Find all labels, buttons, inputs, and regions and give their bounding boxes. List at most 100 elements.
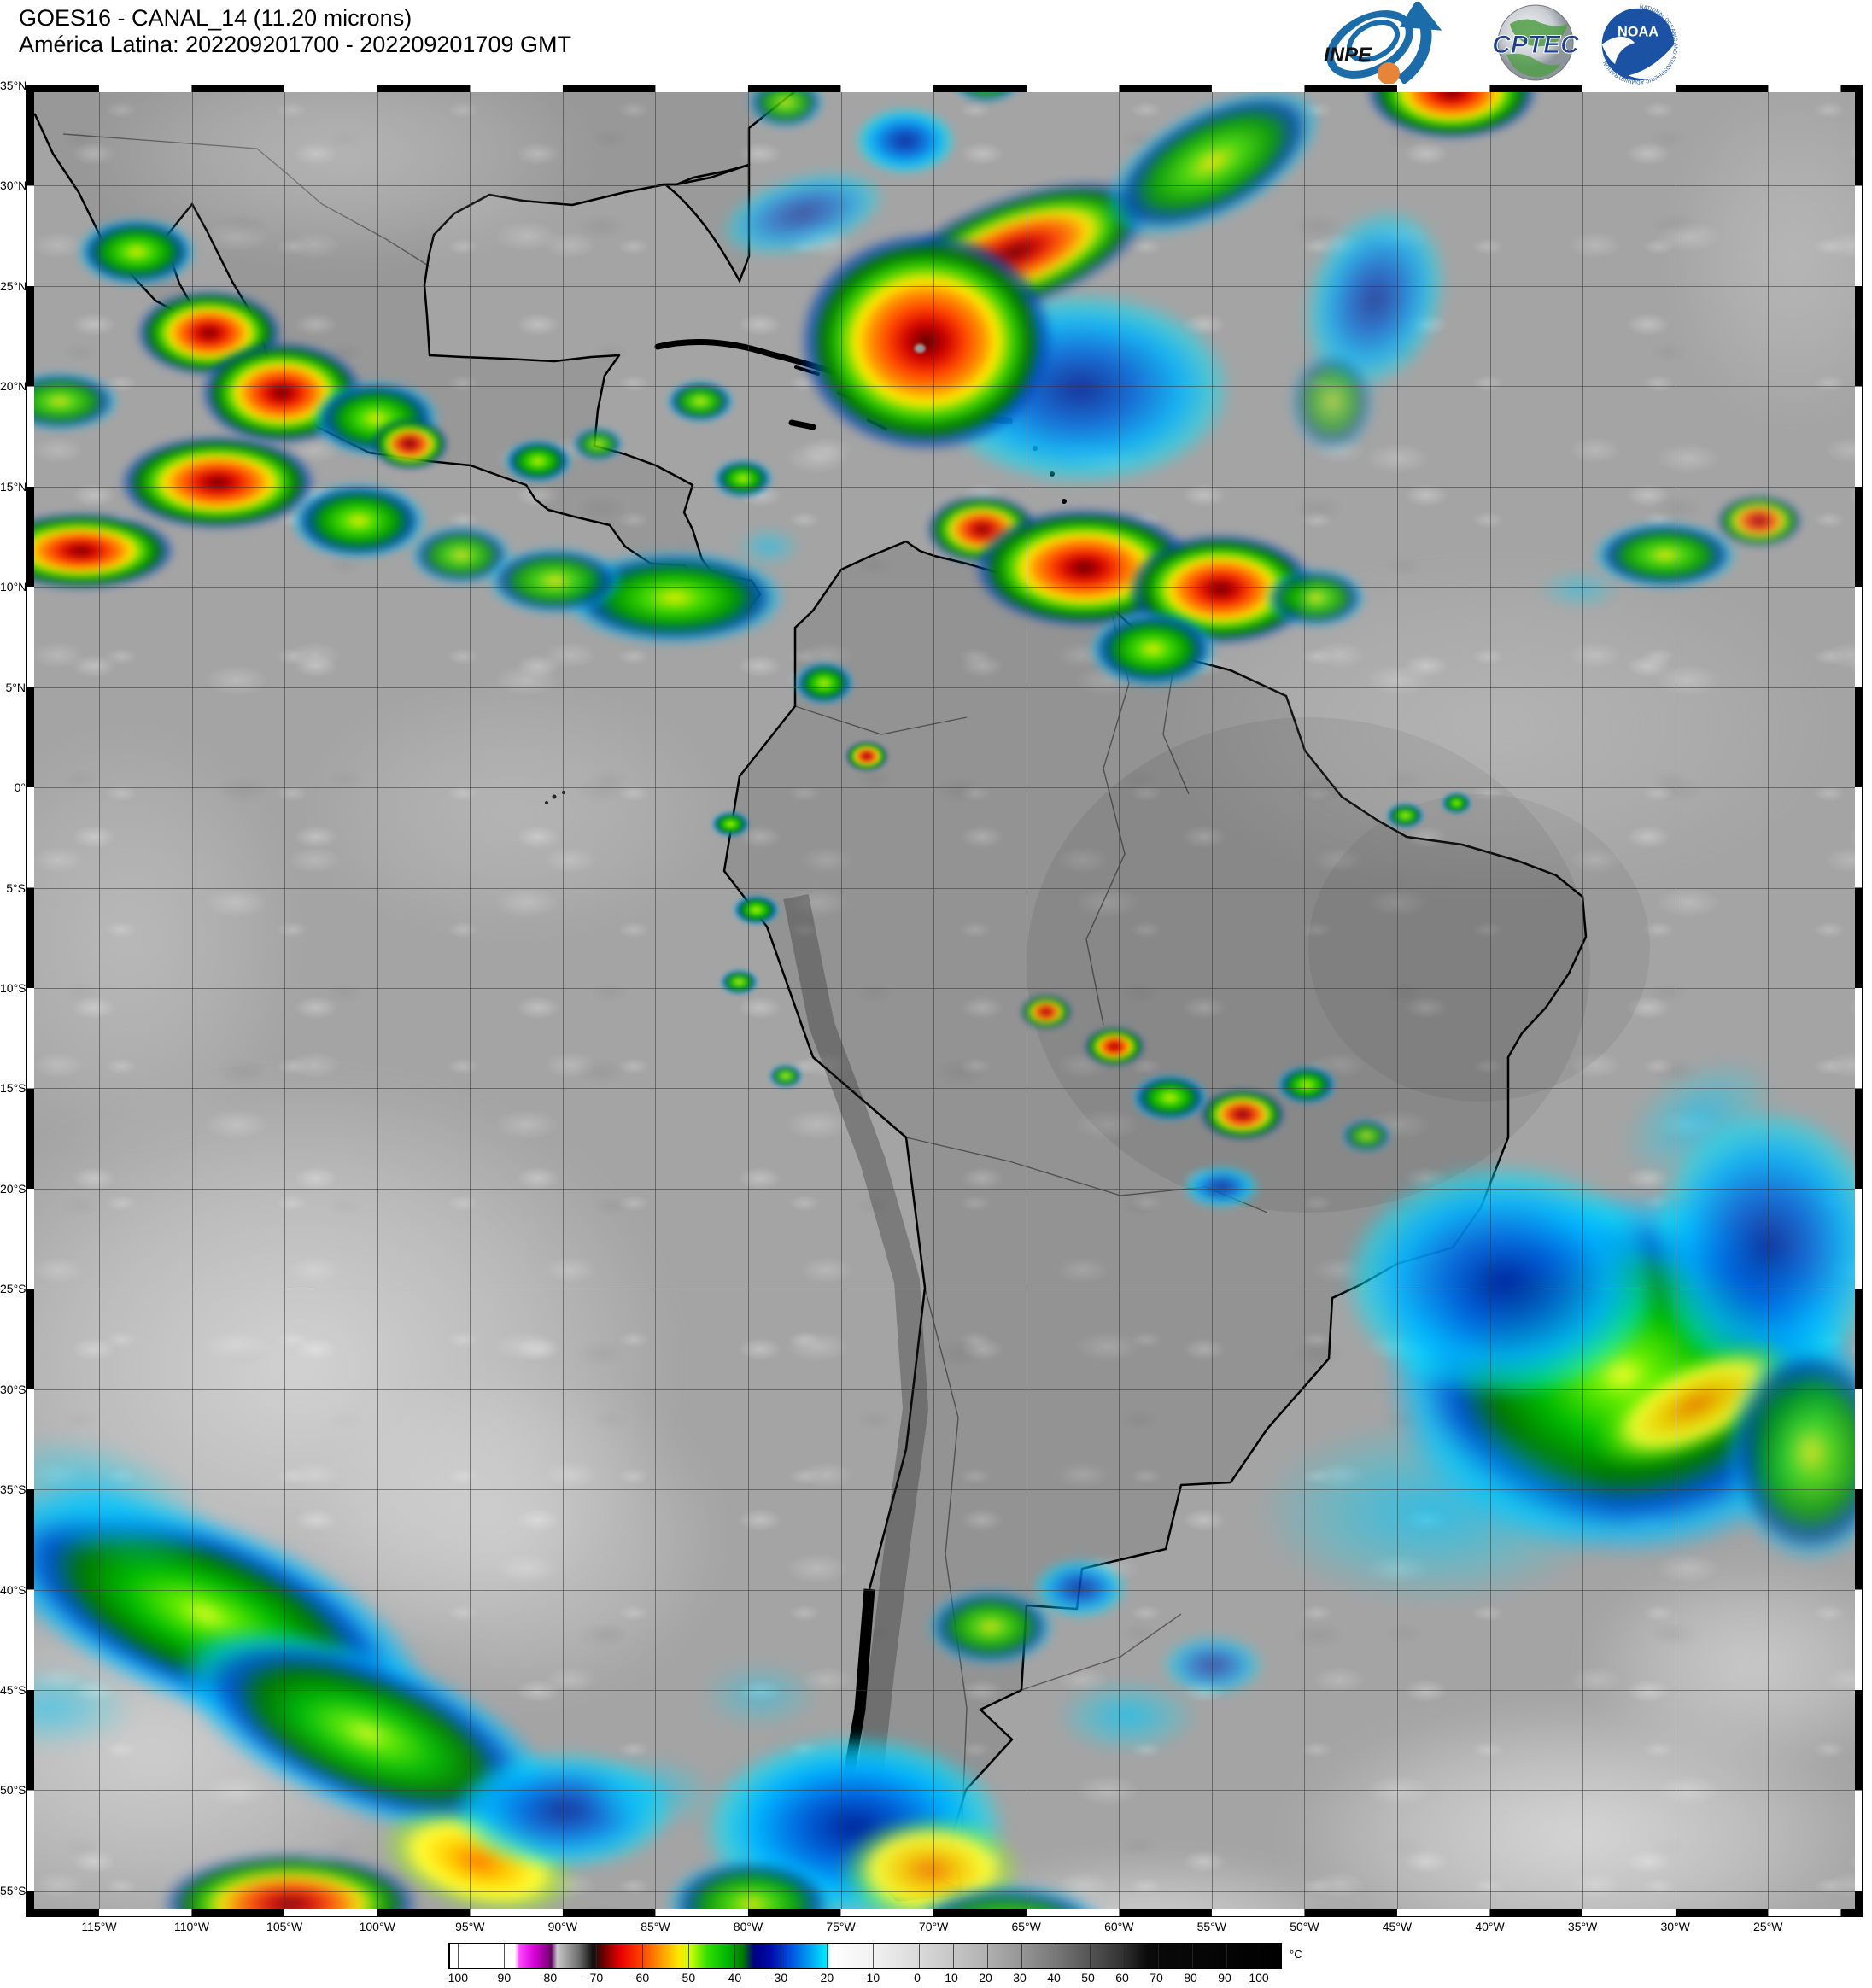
colorbar-tick-label: -20 [816,1971,834,1985]
lon-label: 105°W [266,1920,303,1933]
inpe-text: INPE [1324,44,1372,67]
lon-label: 30°W [1660,1920,1690,1933]
colorbar-tick [1124,1944,1125,1968]
cloud-blob-conv [1200,1089,1285,1140]
colorbar-tick [1021,1944,1022,1968]
graticule-meridian [377,85,378,1916]
graticule-meridian [191,85,193,1916]
lat-label: 40°S [0,1582,26,1597]
colorbar-tick-label: 60 [1115,1971,1129,1985]
graticule-meridian [99,85,100,1916]
cloud-blob-cold [1161,1635,1264,1695]
colorbar-tick [873,1944,874,1968]
cloud-blob-cold [1033,1558,1127,1618]
cloud-blob-white [299,683,726,939]
satellite-map [26,85,1863,1917]
colorbar-tick-label: -90 [493,1971,512,1985]
lat-label: 10°N [0,580,27,594]
cloud-blob-eye [910,341,929,356]
map-frame-top [27,85,1862,92]
colorbar-tick [642,1944,643,1968]
lon-label: 45°W [1382,1920,1413,1933]
graticule-meridian [470,85,471,1916]
cloud-blob-cyan [700,1661,820,1729]
lon-label: 55°W [1196,1920,1227,1933]
lon-label: 95°W [455,1920,485,1933]
lon-label: 60°W [1104,1920,1134,1933]
colorbar-tick [953,1944,954,1968]
colorbar-tick-label: 50 [1081,1971,1095,1985]
cloud-blob-white [1580,1558,1862,1772]
cloud-blob-green [572,427,623,461]
graticule-parallel [27,1489,1862,1491]
cloud-blob-cyan [581,1755,717,1832]
graticule-meridian [562,85,564,1916]
colorbar-gradient [450,1944,1280,1968]
cloud-blob-cold [1341,1161,1665,1400]
colorbar-tick-label: -100 [443,1971,469,1985]
colorbar-tick-label: -60 [631,1971,650,1985]
cloud-blob-green [1341,1119,1392,1153]
cloud-blob-white [1281,1699,1862,1916]
colorbar-tick-label: 90 [1218,1971,1231,1985]
graticule-parallel [27,887,1862,889]
graticule-parallel [27,987,1862,989]
cptec-text: CPTEC [1492,31,1580,59]
lat-label: 25°N [0,278,27,293]
cptec-logo: CPTEC [1492,4,1581,81]
cloud-blob-green [1089,611,1217,687]
cloud-blob-conv [371,418,448,470]
lon-label: 80°W [733,1920,763,1933]
graticule-parallel [27,486,1862,488]
cloud-blob-green [927,1588,1055,1665]
title-line1: GOES16 - CANAL_14 (11.20 microns) [19,5,412,31]
lon-label: 50°W [1290,1920,1319,1933]
lat-label: 35°N [0,79,27,92]
cloud-blob-green [1290,350,1375,453]
cloud-blob-cyan [1537,568,1623,611]
cloud-blob-conv [845,740,888,771]
graticule-parallel [27,787,1862,789]
colorbar-tick-label: 40 [1047,1971,1061,1985]
colorbar-tick-label: -50 [677,1971,696,1985]
ne-brazil-shade [1308,794,1650,1102]
colorbar-tick-label: 10 [945,1971,958,1985]
colorbar-tick-label: -70 [585,1971,604,1985]
colorbar-tick [596,1944,597,1968]
lat-label: 20°N [0,379,27,394]
graticule-meridian [1119,85,1120,1916]
cloud-blob-green [794,662,854,705]
map-frame-bottom [27,1909,1862,1916]
colorbar-tick [987,1944,988,1968]
cloud-blob-green [732,894,780,925]
cloud-blob-cyan [734,525,803,568]
map-frame-right [1855,85,1862,1916]
title-line2: América Latina: 202209201700 - 202209201… [19,32,571,57]
colorbar-tick-label: 20 [979,1971,992,1985]
colorbar-tick [458,1944,459,1968]
cloud-blob-conv [799,231,1055,453]
lon-label: 115°W [81,1920,117,1933]
cloud-blob-conv [27,512,175,589]
cloud-blob-green [1132,1073,1208,1121]
cloud-blob-green [504,440,572,482]
colorbar-tick [734,1944,735,1968]
graticule-meridian [655,85,657,1916]
cloud-blob-green [1441,792,1471,814]
graticule-parallel [27,1790,1862,1792]
cloud-blob-green [77,218,196,286]
inpe-logo: INPE [1324,2,1442,84]
graticule-meridian [1768,85,1770,1916]
lat-label: 20°S [0,1181,26,1196]
colorbar-tick [1226,1944,1227,1968]
cloud-blob-cyan [1255,1418,1614,1605]
cloud-blob-green [747,85,824,128]
graticule-parallel [27,386,1862,388]
cloud-blob-green [1264,568,1366,628]
country-borders [62,133,1268,1837]
lat-label: 55°S [0,1883,26,1897]
graticule-meridian [1211,85,1213,1916]
cloud-blob-green [1725,1341,1862,1563]
lat-label: 5°S [6,880,26,895]
